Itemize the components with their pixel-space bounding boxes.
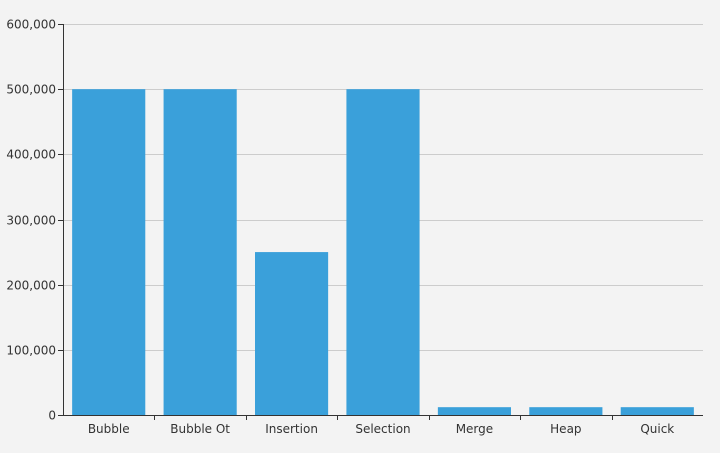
x-tick-label: Heap (550, 422, 581, 436)
bar (72, 89, 146, 416)
y-tick-label: 500,000 (6, 83, 56, 97)
x-tick-label: Quick (640, 422, 674, 436)
y-tick-label: 300,000 (6, 214, 56, 228)
y-tick-label: 400,000 (6, 148, 56, 162)
bar (346, 89, 420, 416)
axes (58, 24, 703, 420)
x-tick-label: Selection (355, 422, 410, 436)
y-tick-label: 600,000 (6, 18, 56, 32)
tick-labels: 0 100,000 200,000 300,000 400,000 500,000 600,… (6, 18, 674, 437)
x-tick-label: Merge (456, 422, 493, 436)
y-tick-label: 0 (48, 409, 56, 423)
x-tick-label: Insertion (265, 422, 318, 436)
y-tick-label: 200,000 (6, 279, 56, 293)
x-tick-label: Bubble Ot (170, 422, 230, 436)
bar (620, 407, 694, 415)
x-tick-label: Bubble (88, 422, 130, 436)
bar (163, 89, 237, 416)
bars (72, 89, 694, 416)
bar (255, 252, 329, 415)
bar (437, 407, 511, 415)
bar (529, 407, 603, 415)
y-tick-label: 100,000 (6, 344, 56, 358)
